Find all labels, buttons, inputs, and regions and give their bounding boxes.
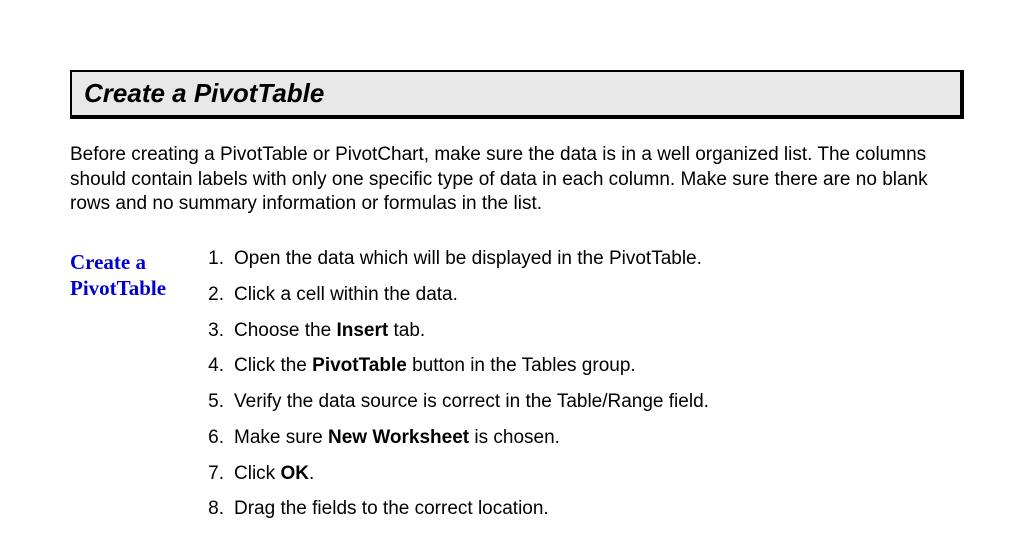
steps-list: 1. Open the data which will be displayed… [200,247,964,533]
step-number: 7. [200,462,234,486]
step-item: 2. Click a cell within the data. [200,283,964,307]
step-item: 5. Verify the data source is correct in … [200,390,964,414]
step-item: 6. Make sure New Worksheet is chosen. [200,426,964,450]
content-columns: Create a PivotTable 1. Open the data whi… [70,247,964,533]
section-heading: Create a PivotTable [84,78,324,108]
step-number: 8. [200,497,234,521]
step-item: 4. Click the PivotTable button in the Ta… [200,354,964,378]
step-text: Make sure New Worksheet is chosen. [234,426,560,450]
step-number: 4. [200,354,234,378]
step-item: 1. Open the data which will be displayed… [200,247,964,271]
intro-paragraph: Before creating a PivotTable or PivotCha… [70,143,964,217]
step-number: 5. [200,390,234,414]
step-text: Verify the data source is correct in the… [234,390,709,414]
step-item: 3. Choose the Insert tab. [200,319,964,343]
step-item: 7. Click OK. [200,462,964,486]
step-number: 1. [200,247,234,271]
step-number: 3. [200,319,234,343]
step-item: 8. Drag the fields to the correct locati… [200,497,964,521]
side-label: Create a PivotTable [70,247,200,302]
step-number: 6. [200,426,234,450]
side-label-line1: Create a [70,250,146,274]
side-label-line2: PivotTable [70,276,166,300]
step-text: Click OK. [234,462,314,486]
section-heading-box: Create a PivotTable [70,70,964,119]
step-text: Choose the Insert tab. [234,319,425,343]
step-text: Drag the fields to the correct location. [234,497,549,521]
step-number: 2. [200,283,234,307]
step-text: Click a cell within the data. [234,283,458,307]
document-page: Create a PivotTable Before creating a Pi… [0,0,1024,553]
step-text: Click the PivotTable button in the Table… [234,354,636,378]
step-text: Open the data which will be displayed in… [234,247,702,271]
